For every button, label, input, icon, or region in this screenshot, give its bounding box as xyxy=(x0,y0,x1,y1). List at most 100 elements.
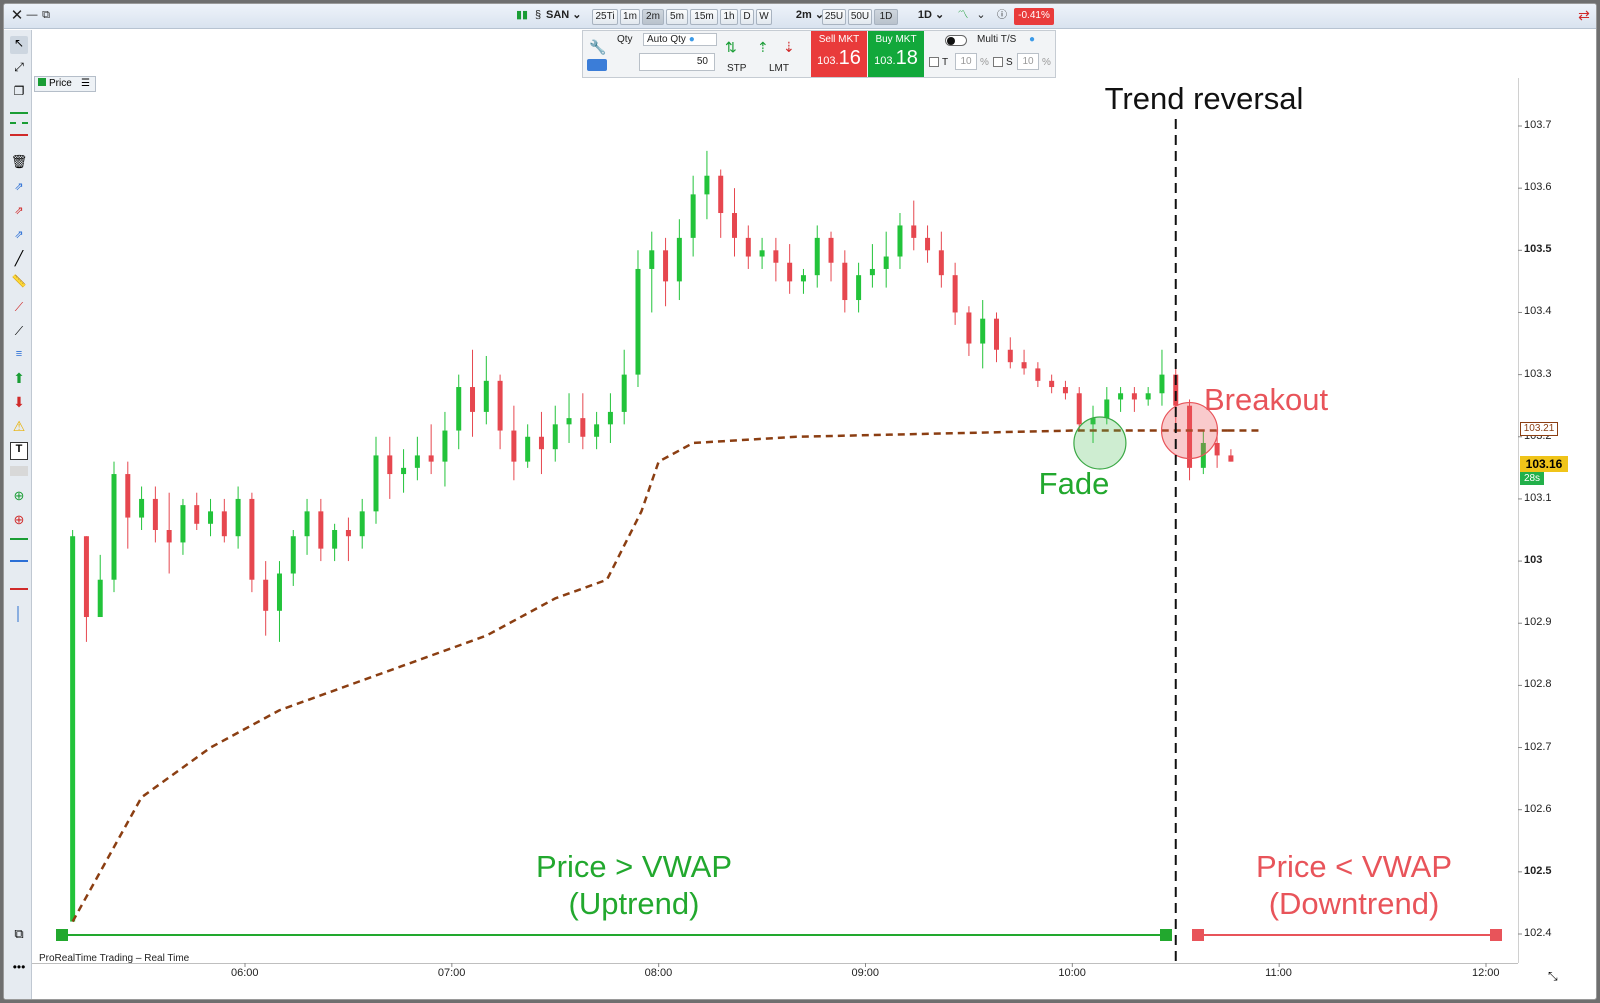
candle-up xyxy=(815,225,820,287)
candle-body xyxy=(511,431,516,462)
candle-down xyxy=(580,393,585,449)
candle-body xyxy=(870,269,875,275)
downtrend-range-endpoint xyxy=(1490,929,1502,941)
candle-down xyxy=(222,499,227,543)
candle-up xyxy=(608,393,613,443)
candle-down xyxy=(346,518,351,562)
candle-body xyxy=(236,499,241,536)
candle-up xyxy=(139,486,144,530)
candle-up xyxy=(332,524,337,561)
candle-body xyxy=(635,269,640,375)
candle-down xyxy=(994,312,999,362)
candle-up xyxy=(897,213,902,269)
candle-body xyxy=(429,455,434,461)
candle-body xyxy=(470,387,475,412)
candle-body xyxy=(525,437,530,462)
downtrend-line2: (Downtrend) xyxy=(1204,885,1504,922)
candle-up xyxy=(801,269,806,294)
candle-down xyxy=(746,225,751,269)
candle-body xyxy=(360,511,365,536)
uptrend-range-endpoint xyxy=(56,929,68,941)
price-axis-tick: 103 xyxy=(1524,554,1542,566)
candle-up xyxy=(691,176,696,257)
candle-up xyxy=(98,555,103,617)
candle-down xyxy=(318,499,323,561)
candle-body xyxy=(1146,393,1151,399)
candle-down xyxy=(125,462,130,549)
candle-up xyxy=(291,530,296,586)
candle-down xyxy=(663,238,668,306)
candle-down xyxy=(167,493,172,574)
candle-body xyxy=(594,424,599,436)
candle-body xyxy=(718,176,723,213)
candle-up xyxy=(649,232,654,313)
candle-body xyxy=(332,530,337,549)
candle-body xyxy=(1159,375,1164,394)
candle-body xyxy=(801,275,806,281)
chart-window: ✕ — ⧉ ▮▮ § SAN ⌄ 25Ti 1m 2m 5m 15m 1h D W 2m ⌄ … xyxy=(3,3,1597,1000)
candle-body xyxy=(663,250,668,281)
uptrend-label: Price > VWAP (Uptrend) xyxy=(484,848,784,922)
time-axis-tick: 09:00 xyxy=(852,967,880,979)
candle-body xyxy=(1104,399,1109,418)
trend-reversal-label: Trend reversal xyxy=(1094,80,1314,117)
candle-down xyxy=(1132,387,1137,412)
candle-body xyxy=(318,511,323,548)
candle-up xyxy=(622,350,627,425)
candle-up xyxy=(980,300,985,368)
candle-up xyxy=(1146,387,1151,406)
candle-down xyxy=(1035,362,1040,387)
candle-down xyxy=(718,170,723,238)
candle-body xyxy=(787,263,792,282)
candle-down xyxy=(429,424,434,474)
candle-body xyxy=(442,431,447,462)
candle-down xyxy=(498,375,503,450)
candle-up xyxy=(567,393,572,443)
candle-body xyxy=(1049,381,1054,387)
candle-body xyxy=(153,499,158,530)
downtrend-range-endpoint xyxy=(1192,929,1204,941)
breakout-label: Breakout xyxy=(1204,381,1354,418)
candle-body xyxy=(180,505,185,542)
candle-down xyxy=(84,536,89,642)
candle-body xyxy=(125,474,130,518)
candle-body xyxy=(856,275,861,300)
candle-body xyxy=(1077,393,1082,424)
candle-body xyxy=(70,536,75,921)
candle-down xyxy=(511,406,516,481)
candle-up xyxy=(208,499,213,536)
countdown-badge: 28s xyxy=(1520,472,1544,485)
price-axis-tick: 103.7 xyxy=(1524,119,1552,131)
price-axis-tick: 102.9 xyxy=(1524,616,1552,628)
time-axis-tick: 12:00 xyxy=(1472,967,1500,979)
price-axis-tick: 103.5 xyxy=(1524,243,1552,255)
candle-down xyxy=(1063,381,1068,400)
candle-body xyxy=(1215,443,1220,455)
candle-body xyxy=(208,511,213,523)
time-axis-tick: 11:00 xyxy=(1265,967,1292,979)
candle-body xyxy=(305,511,310,536)
candle-up xyxy=(70,530,75,922)
candle-down xyxy=(1049,375,1054,394)
last-price-badge: 103.16 xyxy=(1520,456,1568,472)
candle-body xyxy=(373,455,378,511)
candle-up xyxy=(236,486,241,548)
time-axis-tick: 07:00 xyxy=(438,967,466,979)
candle-down xyxy=(1008,337,1013,368)
candle-up xyxy=(525,424,530,468)
candle-body xyxy=(622,375,627,412)
candle-up xyxy=(112,462,117,593)
candle-up xyxy=(373,437,378,524)
candle-body xyxy=(387,455,392,474)
candle-up xyxy=(553,406,558,462)
candle-body xyxy=(249,499,254,580)
candle-down xyxy=(263,561,268,636)
candle-down xyxy=(953,263,958,325)
candle-body xyxy=(567,418,572,424)
candle-down xyxy=(773,238,778,282)
candle-body xyxy=(884,257,889,269)
candle-down xyxy=(1077,387,1082,431)
candle-body xyxy=(677,238,682,282)
candle-body xyxy=(732,213,737,238)
candle-body xyxy=(401,468,406,474)
